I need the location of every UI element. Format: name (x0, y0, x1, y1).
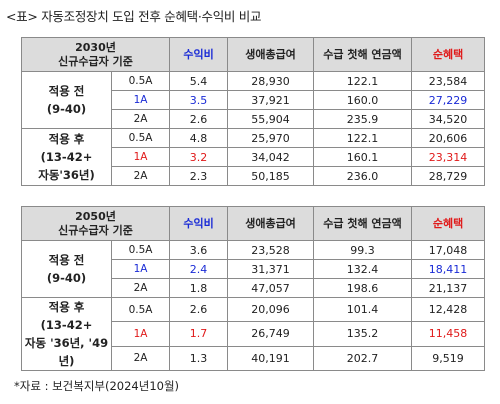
first-cell: 235.9 (313, 109, 413, 129)
table-header-basis: 2030년 신규수급자 기준 (20, 37, 171, 72)
header-first-year-pension: 수급 첫해 연금액 (313, 206, 413, 241)
net-cell: 27,229 (411, 90, 486, 110)
table-header-basis: 2050년 신규수급자 기준 (20, 206, 171, 241)
income-cell: 0.5A (110, 128, 171, 148)
group-label-after: 적용 후 (13-42+ 자동 '36년, '49년) (21, 297, 112, 371)
ratio-cell: 2.4 (169, 259, 229, 279)
table-row: 2A 2.3 50,185 236.0 28,729 (22, 166, 486, 186)
total-cell: 26,749 (227, 321, 315, 347)
total-cell: 23,528 (227, 240, 315, 260)
first-cell: 236.0 (313, 166, 413, 186)
first-cell: 198.6 (313, 278, 413, 298)
income-cell: 2A (110, 345, 171, 372)
total-cell: 40,191 (227, 345, 315, 372)
ratio-cell: 2.3 (169, 166, 229, 186)
header-year: 2050년 (75, 209, 116, 223)
net-cell: 11,458 (411, 321, 486, 347)
ratio-cell: 3.2 (169, 147, 229, 167)
header-net-benefit: 순혜택 (411, 206, 486, 241)
net-cell: 18,411 (411, 259, 486, 279)
first-cell: 132.4 (313, 259, 413, 279)
ratio-cell: 2.6 (169, 296, 229, 323)
net-cell: 23,584 (411, 71, 486, 91)
first-cell: 101.4 (313, 296, 413, 323)
ratio-cell: 3.5 (169, 90, 229, 110)
table-2050: 2050년 신규수급자 기준 수익비 생애총급여 수급 첫해 연금액 순혜택 적… (20, 206, 486, 372)
total-cell: 28,930 (227, 71, 315, 91)
header-first-year-pension: 수급 첫해 연금액 (313, 37, 413, 72)
total-cell: 55,904 (227, 109, 315, 129)
net-cell: 12,428 (411, 296, 486, 323)
ratio-cell: 5.4 (169, 71, 229, 91)
header-profit-ratio: 수익비 (169, 206, 229, 241)
header-lifetime-total: 생애총급여 (227, 206, 315, 241)
income-cell: 1A (110, 147, 171, 167)
first-cell: 160.1 (313, 147, 413, 167)
total-cell: 50,185 (227, 166, 315, 186)
ratio-cell: 1.7 (169, 321, 229, 347)
income-cell: 2A (110, 109, 171, 129)
table-row: 1A 3.2 34,042 160.1 23,314 (22, 147, 486, 167)
first-cell: 99.3 (313, 240, 413, 260)
header-basis-label: 신규수급자 기준 (58, 54, 133, 68)
header-profit-ratio: 수익비 (169, 37, 229, 72)
net-cell: 9,519 (411, 345, 486, 372)
ratio-cell: 4.8 (169, 128, 229, 148)
group-label-before: 적용 전 (9-40) (21, 240, 112, 298)
total-cell: 20,096 (227, 296, 315, 323)
ratio-cell: 1.3 (169, 345, 229, 372)
table-row: 적용 후 (13-42+ 자동'36년) 0.5A 4.8 25,970 122… (21, 128, 486, 186)
source-note: *자료 : 보건복지부(2024년10월) (14, 379, 180, 393)
income-cell: 0.5A (110, 71, 171, 91)
net-cell: 23,314 (411, 147, 486, 167)
net-cell: 20,606 (411, 128, 486, 148)
first-cell: 160.0 (313, 90, 413, 110)
total-cell: 34,042 (227, 147, 315, 167)
income-cell: 1A (110, 90, 171, 110)
first-cell: 135.2 (313, 321, 413, 347)
document-title: <표> 자동조정장치 도입 전후 순혜택·수익비 비교 (6, 9, 262, 24)
net-cell: 34,520 (411, 109, 486, 129)
table-row: 적용 전 (9-40) 0.5A 5.4 28,930 122.1 23,584 (21, 71, 486, 129)
table-row: 2A 1.3 40,191 202.7 9,519 (22, 345, 486, 372)
income-cell: 1A (110, 259, 171, 279)
header-lifetime-total: 생애총급여 (227, 37, 315, 72)
ratio-cell: 2.6 (169, 109, 229, 129)
total-cell: 47,057 (227, 278, 315, 298)
income-cell: 2A (110, 166, 171, 186)
total-cell: 31,371 (227, 259, 315, 279)
first-cell: 122.1 (313, 128, 413, 148)
income-cell: 0.5A (110, 296, 171, 323)
income-cell: 1A (110, 321, 171, 347)
header-net-benefit: 순혜택 (411, 37, 486, 72)
first-cell: 122.1 (313, 71, 413, 91)
table-row: 적용 후 (13-42+ 자동 '36년, '49년) 0.5A 2.6 20,… (21, 296, 486, 371)
income-cell: 0.5A (110, 240, 171, 260)
income-cell: 2A (110, 278, 171, 298)
table-row: 1A 2.4 31,371 132.4 18,411 (22, 259, 486, 279)
header-year: 2030년 (75, 40, 116, 54)
group-label-after: 적용 후 (13-42+ 자동'36년) (21, 128, 112, 186)
first-cell: 202.7 (313, 345, 413, 372)
net-cell: 21,137 (411, 278, 486, 298)
total-cell: 25,970 (227, 128, 315, 148)
total-cell: 37,921 (227, 90, 315, 110)
ratio-cell: 1.8 (169, 278, 229, 298)
table-row: 1A 3.5 37,921 160.0 27,229 (22, 90, 486, 110)
table-2030: 2030년 신규수급자 기준 수익비 생애총급여 수급 첫해 연금액 순혜택 적… (20, 37, 486, 186)
table-header-row: 2030년 신규수급자 기준 수익비 생애총급여 수급 첫해 연금액 순혜택 (20, 37, 486, 72)
table-row: 적용 전 (9-40) 0.5A 3.6 23,528 99.3 17,048 (21, 240, 486, 298)
ratio-cell: 3.6 (169, 240, 229, 260)
net-cell: 17,048 (411, 240, 486, 260)
group-label-before: 적용 전 (9-40) (21, 71, 112, 129)
table-header-row: 2050년 신규수급자 기준 수익비 생애총급여 수급 첫해 연금액 순혜택 (20, 206, 486, 241)
header-basis-label: 신규수급자 기준 (58, 223, 133, 237)
net-cell: 28,729 (411, 166, 486, 186)
